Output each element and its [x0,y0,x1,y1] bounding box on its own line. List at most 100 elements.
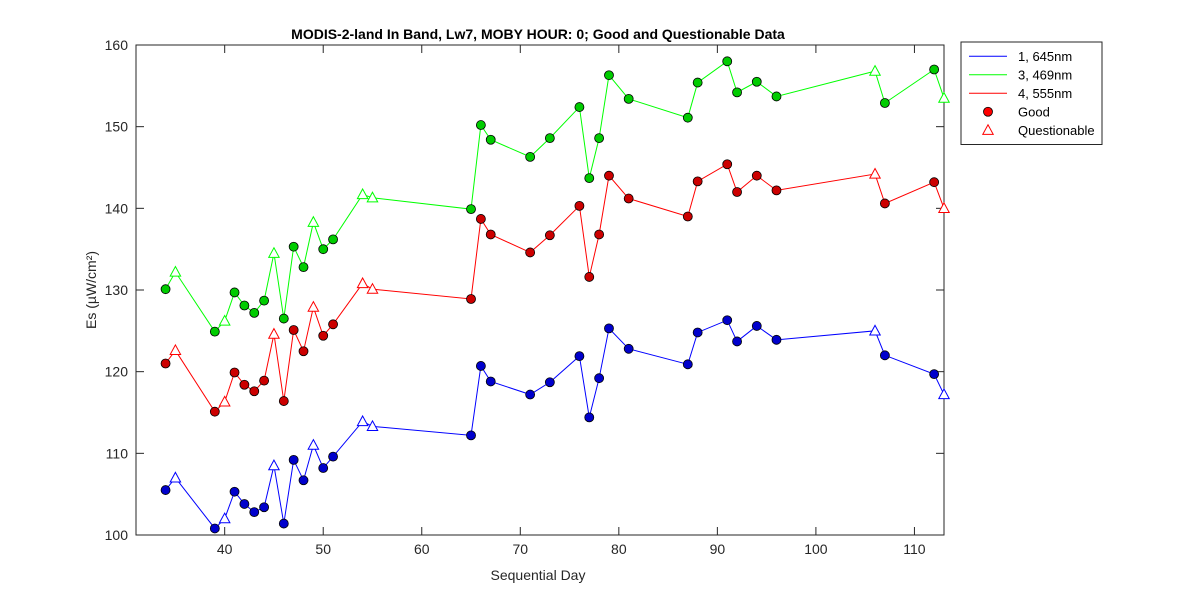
good-point [328,234,338,245]
good-point [239,499,250,509]
legend-circle-swatch [983,106,993,117]
series-1 [160,56,951,337]
questionable-point [937,91,951,103]
good-point [259,295,269,306]
y-axis-label: Es (µW/cm²) [83,251,99,329]
good-point [604,323,614,334]
good-point [594,373,605,384]
good-point [574,351,585,362]
good-point [771,185,782,196]
good-point [929,177,940,188]
x-tick-label: 110 [903,541,926,557]
series-0 [160,315,951,534]
good-point [466,430,476,441]
good-point [623,343,634,354]
good-point [288,325,299,335]
x-tick-label: 40 [217,541,233,557]
x-tick-label: 100 [804,541,828,557]
good-point [525,151,536,162]
good-point [682,211,693,222]
x-tick-label: 70 [513,541,529,557]
good-point [278,396,289,406]
chart-title: MODIS-2-land In Band, Lw7, MOBY HOUR: 0;… [291,26,785,42]
good-point [722,56,733,67]
good-point [318,244,329,255]
good-point [466,294,476,304]
good-point [249,307,260,318]
legend-label: 3, 469nm [1018,67,1072,82]
good-point [229,486,240,497]
questionable-point [356,414,369,427]
y-tick-label: 130 [105,282,129,298]
good-point [288,454,299,465]
legend-entry: 1, 645nm [969,49,1072,64]
good-point [328,319,338,330]
good-point [544,133,555,144]
good-point [623,193,634,204]
good-point [318,463,329,473]
good-point [722,159,733,170]
legend-entry: Good [983,104,1050,119]
x-tick-label: 80 [611,541,627,557]
legend-entry: 4, 555nm [969,86,1072,101]
good-point [160,284,171,295]
good-point [732,336,742,347]
x-tick-label: 50 [315,541,331,557]
good-point [574,102,585,112]
good-point [594,133,605,144]
good-point [475,214,486,224]
good-point [692,327,703,338]
good-point [544,230,555,241]
legend-label: Questionable [1018,123,1095,138]
good-point [525,247,536,258]
plot-box [135,44,945,536]
questionable-point [868,324,882,336]
good-point [229,367,240,378]
questionable-point [356,187,369,200]
good-point [209,326,220,337]
good-point [485,134,496,145]
plot-area: 40 50 60 70 80 90 100 110 100 110 120 130 140 150 160 [105,37,951,557]
good-point [328,451,338,462]
good-point [298,346,309,357]
good-point [879,98,890,108]
legend-label: Good [1018,104,1050,119]
good-point [259,502,269,513]
good-point [209,523,220,534]
questionable-point [267,327,281,339]
questionable-point [307,215,320,227]
good-point [544,377,555,388]
good-point [722,315,733,326]
good-point [682,359,693,370]
chart-legend: 1, 645nm 3, 469nm 4, 555nm Good Questionable [960,41,1103,145]
good-point [604,70,614,81]
good-point [929,64,940,75]
good-point [209,406,220,417]
questionable-point [218,395,231,407]
good-point [771,334,782,345]
good-point [485,229,496,240]
good-point [259,375,269,386]
good-point [278,518,289,529]
good-point [929,369,940,380]
good-point [584,412,595,423]
legend-label: 4, 555nm [1018,86,1072,101]
questionable-point [868,167,882,179]
good-point [466,204,476,215]
good-point [604,170,614,181]
legend-entry: Questionable [981,123,1095,138]
questionable-point [307,300,320,312]
y-tick-label: 160 [105,37,129,53]
x-tick-label: 90 [710,541,726,557]
good-point [751,76,762,87]
questionable-point [218,314,231,326]
good-point [239,300,250,311]
series-2 [160,159,951,417]
good-point [751,321,762,331]
y-tick-label: 140 [105,200,129,216]
good-point [288,241,299,252]
good-point [751,170,762,181]
good-point [574,200,585,211]
good-point [584,173,595,184]
